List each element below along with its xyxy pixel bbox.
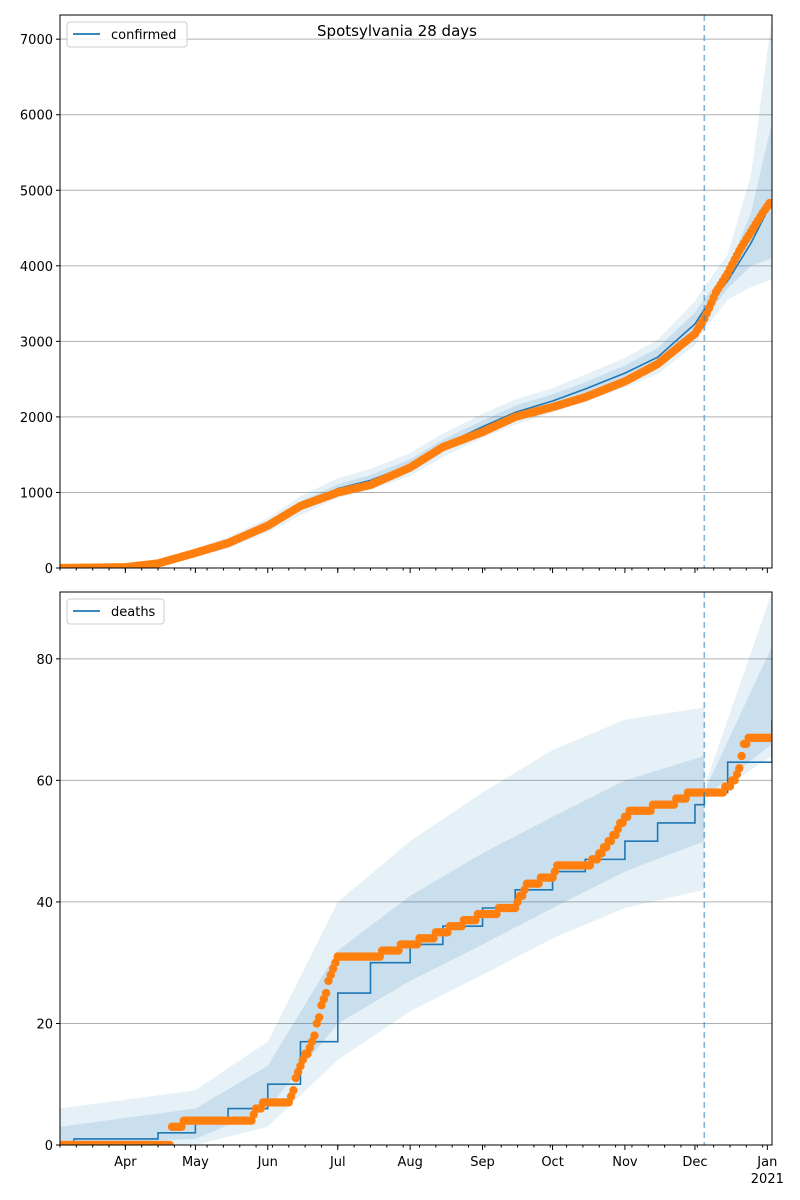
observed-point xyxy=(289,1086,298,1095)
observed-point xyxy=(765,733,772,743)
y-tick-label: 1000 xyxy=(20,486,53,501)
band-inner xyxy=(706,646,772,796)
x-tick-label: Jul xyxy=(329,1155,346,1170)
y-tick-label: 4000 xyxy=(20,260,53,275)
model-line xyxy=(60,201,772,568)
x-tick-label: May xyxy=(182,1155,209,1170)
y-tick-label: 2000 xyxy=(20,411,53,426)
plot-area xyxy=(60,592,772,1145)
legend-label: deaths xyxy=(111,605,156,620)
observed-point xyxy=(735,764,744,773)
observed-point xyxy=(737,751,746,761)
y-tick-label: 40 xyxy=(36,896,53,911)
plot-area xyxy=(60,16,772,568)
observed-point xyxy=(310,1031,319,1040)
chart-title: Spotsylvania 28 days xyxy=(317,22,477,40)
x-tick-label: Jun xyxy=(257,1155,278,1170)
y-tick-label: 5000 xyxy=(20,184,53,199)
axes-frame xyxy=(59,591,773,1146)
y-tick-label: 7000 xyxy=(20,33,53,48)
legend-label: confirmed xyxy=(111,28,177,43)
x-tick-label: Aug xyxy=(397,1155,422,1170)
x-tick-label: Sep xyxy=(470,1155,495,1170)
band-inner xyxy=(60,122,772,568)
y-tick-label: 0 xyxy=(45,562,53,577)
y-tick-label: 60 xyxy=(36,774,53,789)
band-outer xyxy=(60,16,772,568)
y-tick-label: 6000 xyxy=(20,109,53,124)
y-tick-label: 20 xyxy=(36,1017,53,1032)
band-outer xyxy=(60,707,705,1145)
x-tick-label: Dec xyxy=(682,1155,707,1170)
confirmed-panel: 0 1000 2000 3000 4000 5000 6000 7000 confirmed xyxy=(20,14,773,577)
deaths-panel: 0 20 40 60 80 Apr May Jun Jul Aug Sep Oct Nov Dec Jan 2… xyxy=(36,591,784,1187)
observed-point xyxy=(314,1013,324,1022)
observed-point xyxy=(165,1140,174,1145)
y-tick-label: 0 xyxy=(45,1139,53,1154)
legend-box xyxy=(66,21,188,48)
observed-point xyxy=(765,198,772,208)
x-tick-label: Jan xyxy=(756,1155,777,1170)
observed-point xyxy=(321,988,331,998)
axes-frame xyxy=(59,14,773,569)
band-outer xyxy=(706,592,772,799)
y-tick-label: 80 xyxy=(36,653,53,668)
x-tick-label: Apr xyxy=(114,1155,137,1170)
x-tick-label: Nov xyxy=(612,1155,638,1170)
x-tick-label: Oct xyxy=(541,1155,563,1170)
y-tick-label: 3000 xyxy=(20,335,53,350)
x-year-label: 2021 xyxy=(751,1172,784,1187)
legend-box xyxy=(66,598,165,625)
